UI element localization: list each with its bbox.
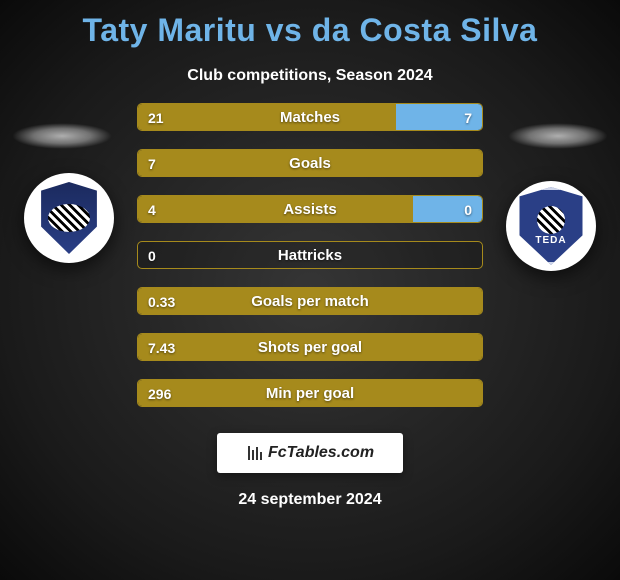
stat-bar: 296Min per goal [137,379,483,407]
spotlight-right [508,123,608,149]
club-crest-right-icon: TEDA [516,187,586,265]
comparison-stage: TEDA 217Matches 7Goals 40Assists 0Hattricks… [0,103,620,407]
stat-label: Hattricks [138,242,482,269]
date-label: 24 september 2024 [0,491,620,509]
stat-fill-left [138,196,413,222]
stat-fill-left [138,104,396,130]
stat-bar: 0.33Goals per match [137,287,483,315]
stat-bar: 40Assists [137,195,483,223]
brand-box[interactable]: FcTables.com [217,433,403,473]
brand-label: FcTables.com [268,444,374,462]
stat-bar: 7.43Shots per goal [137,333,483,361]
spotlight-left [12,123,112,149]
stat-bar: 217Matches [137,103,483,131]
stat-fill-left [138,334,482,360]
stat-bar: 7Goals [137,149,483,177]
brand-chart-icon [246,446,264,460]
club-crest-left-icon [38,182,100,254]
stat-bars: 217Matches 7Goals 40Assists 0Hattricks 0.33G… [137,103,483,407]
stat-fill-left [138,150,482,176]
stat-fill-left [138,288,482,314]
stat-bar: 0Hattricks [137,241,483,269]
club-badge-left [24,173,114,263]
stat-value-left: 0 [148,242,156,269]
stat-fill-right [413,196,482,222]
page-title: Taty Maritu vs da Costa Silva [0,0,620,49]
club-badge-right: TEDA [506,181,596,271]
club-crest-right-label: TEDA [535,236,566,246]
stat-fill-left [138,380,482,406]
stat-fill-right [396,104,482,130]
subtitle: Club competitions, Season 2024 [0,67,620,85]
